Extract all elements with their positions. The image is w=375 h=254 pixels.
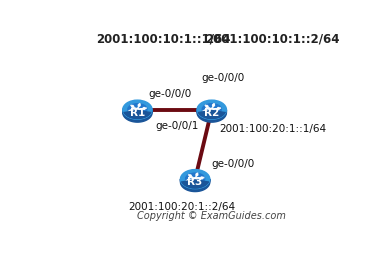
- Text: R2: R2: [204, 108, 219, 118]
- Text: 2001:100:10:1::2/64: 2001:100:10:1::2/64: [205, 33, 339, 46]
- Circle shape: [201, 177, 203, 179]
- Circle shape: [189, 175, 191, 177]
- Polygon shape: [123, 110, 152, 122]
- Polygon shape: [180, 179, 210, 192]
- Text: ge-0/0/0: ge-0/0/0: [202, 73, 245, 83]
- Ellipse shape: [128, 104, 147, 115]
- Ellipse shape: [180, 171, 210, 190]
- Text: ge-0/0/1: ge-0/0/1: [156, 121, 199, 131]
- Polygon shape: [197, 110, 226, 122]
- Circle shape: [143, 107, 145, 109]
- Circle shape: [132, 105, 134, 107]
- Ellipse shape: [197, 100, 226, 119]
- Polygon shape: [123, 110, 152, 119]
- Text: R3: R3: [188, 178, 203, 187]
- Ellipse shape: [186, 173, 205, 184]
- Circle shape: [188, 179, 189, 181]
- Polygon shape: [198, 110, 226, 119]
- Text: ge-0/0/0: ge-0/0/0: [211, 160, 254, 169]
- Ellipse shape: [180, 170, 210, 189]
- Circle shape: [135, 113, 136, 115]
- Circle shape: [192, 183, 194, 185]
- Text: 2001:100:20:1::2/64: 2001:100:20:1::2/64: [128, 201, 235, 212]
- Polygon shape: [181, 180, 209, 189]
- Text: 2001:100:20:1::1/64: 2001:100:20:1::1/64: [219, 124, 326, 134]
- Ellipse shape: [202, 104, 221, 115]
- Circle shape: [209, 113, 211, 115]
- Ellipse shape: [197, 102, 226, 121]
- Circle shape: [210, 108, 213, 111]
- Ellipse shape: [123, 100, 152, 119]
- Ellipse shape: [123, 102, 152, 121]
- Circle shape: [194, 178, 196, 181]
- Text: ge-0/0/0: ge-0/0/0: [148, 89, 192, 99]
- Text: 2001:100:10:1::1/64: 2001:100:10:1::1/64: [96, 33, 231, 46]
- Circle shape: [136, 108, 139, 111]
- Text: Copyright © ExamGuides.com: Copyright © ExamGuides.com: [137, 211, 286, 221]
- Circle shape: [141, 112, 143, 114]
- Text: R1: R1: [130, 108, 145, 118]
- Circle shape: [216, 112, 217, 114]
- Circle shape: [206, 105, 208, 107]
- Circle shape: [217, 107, 219, 109]
- Circle shape: [213, 104, 214, 106]
- Circle shape: [199, 181, 201, 183]
- Circle shape: [130, 110, 132, 112]
- Circle shape: [138, 104, 140, 106]
- Circle shape: [196, 174, 198, 176]
- Circle shape: [204, 110, 206, 112]
